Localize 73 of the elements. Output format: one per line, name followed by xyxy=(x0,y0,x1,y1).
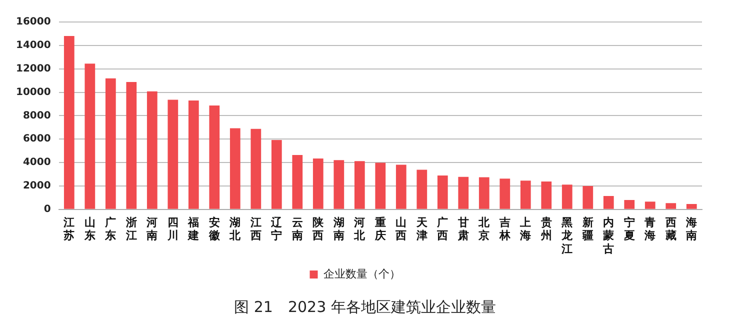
y-tick-label: 2000 xyxy=(22,180,51,192)
text: 图 21 2023 年各地区建筑业企业数量 xyxy=(233,298,497,317)
x-tick-label: 吉林 xyxy=(498,216,512,242)
x-tick-label: 福建 xyxy=(187,216,200,242)
x-tick-label: 山东 xyxy=(83,216,96,242)
bar xyxy=(603,196,614,209)
x-tick-label: 辽宁 xyxy=(270,216,284,242)
bar xyxy=(582,186,594,209)
y-tick-label: 6000 xyxy=(22,134,51,145)
x-tick-label: 新疆 xyxy=(581,216,594,242)
x-tick-label: 广东 xyxy=(104,216,116,242)
x-tick-label: 内蒙古 xyxy=(602,216,614,256)
x-tick-label: 安徽 xyxy=(208,216,221,242)
x-tick-label: 黑龙江 xyxy=(560,216,574,256)
y-tick-label: 4000 xyxy=(22,157,51,168)
x-tick-label: 江西 xyxy=(249,216,262,242)
bar xyxy=(271,140,282,209)
bar xyxy=(84,64,96,209)
bar xyxy=(250,128,262,209)
bar xyxy=(375,162,386,209)
x-tick-label: 湖北 xyxy=(228,216,242,242)
legend-label: 企业数量（个） xyxy=(323,267,400,280)
bar xyxy=(168,100,178,209)
bar xyxy=(188,100,199,209)
x-tick-label: 重庆 xyxy=(374,216,386,242)
bar xyxy=(209,106,220,209)
bar xyxy=(686,204,697,209)
bar xyxy=(666,203,676,209)
bar xyxy=(230,128,240,209)
x-tick-label: 西藏 xyxy=(664,216,676,242)
x-tick-label: 宁夏 xyxy=(622,216,635,242)
y-tick-label: 8000 xyxy=(22,110,51,122)
x-tick-label: 北京 xyxy=(478,216,491,242)
bar xyxy=(416,170,428,209)
bar xyxy=(146,91,158,209)
x-tick-label: 天津 xyxy=(415,216,428,242)
x-tick-label: 河南 xyxy=(146,216,158,242)
x-tick-label: 上海 xyxy=(519,216,532,242)
x-tick-label: 陕西 xyxy=(312,216,325,242)
x-tick-label: 湖南 xyxy=(332,216,344,242)
bar xyxy=(458,176,469,209)
y-tick-label: 0 xyxy=(44,204,51,215)
x-tick-label: 海南 xyxy=(685,216,698,242)
bar xyxy=(624,200,635,209)
bar xyxy=(334,160,344,209)
y-tick-label: 14000 xyxy=(16,40,51,52)
x-tick-label: 江苏 xyxy=(62,216,75,242)
y-tick-label: 10000 xyxy=(16,86,51,98)
y-tick-label: 16000 xyxy=(16,16,51,28)
y-tick-label: 12000 xyxy=(16,63,51,74)
bar xyxy=(541,182,552,209)
bar xyxy=(562,184,572,209)
x-tick-label: 浙江 xyxy=(124,216,137,242)
bar xyxy=(354,161,365,209)
bar xyxy=(644,202,656,209)
bar xyxy=(520,180,531,209)
x-tick-label: 贵州 xyxy=(540,216,552,242)
bar xyxy=(437,176,448,209)
bar xyxy=(396,164,406,209)
bar xyxy=(292,155,303,209)
bar xyxy=(478,177,490,209)
bar xyxy=(126,82,137,209)
x-tick-label: 青海 xyxy=(644,216,656,242)
x-tick-label: 广西 xyxy=(436,216,448,242)
bar xyxy=(64,36,74,209)
bar xyxy=(105,78,116,209)
x-tick-label: 河北 xyxy=(353,216,366,242)
bar xyxy=(500,178,510,209)
x-tick-label: 四川 xyxy=(166,216,178,242)
x-tick-label: 山西 xyxy=(394,216,407,242)
x-tick-label: 甘肃 xyxy=(456,216,469,242)
bar xyxy=(312,158,324,209)
x-tick-label: 云南 xyxy=(290,216,303,242)
